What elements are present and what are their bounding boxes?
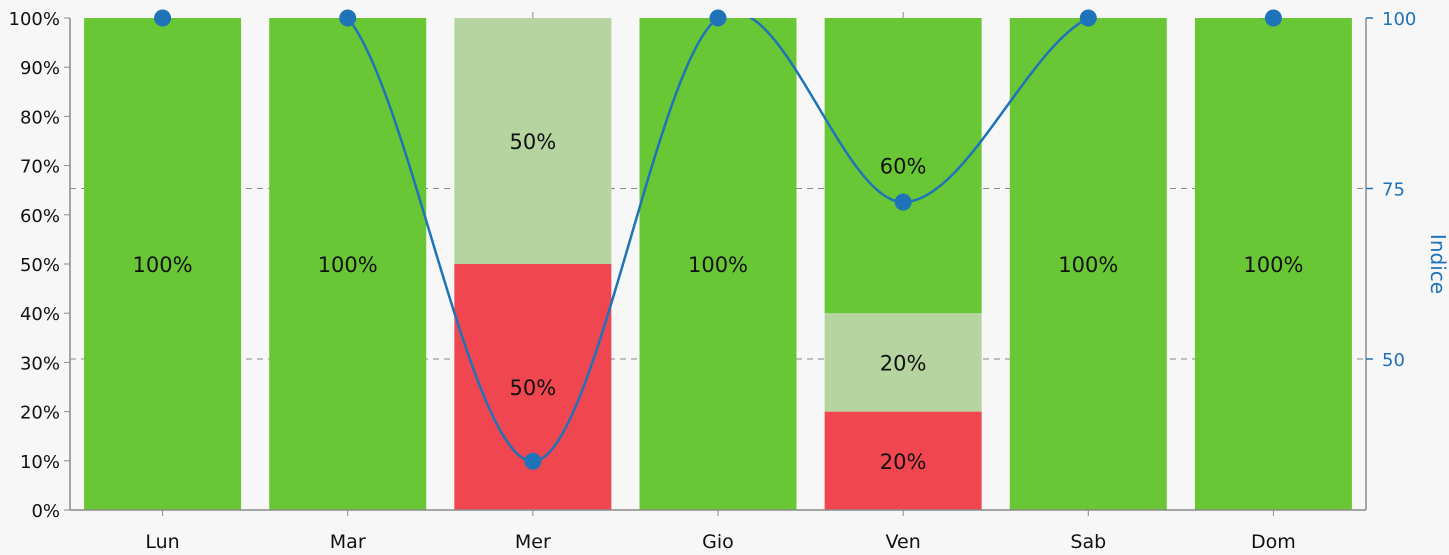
bar-segment: [1009, 18, 1167, 510]
y-tick-label-right: 100: [1382, 9, 1416, 30]
data-label: 20%: [880, 450, 927, 474]
data-label: 100%: [688, 253, 748, 277]
x-tick-label: Lun: [145, 531, 179, 551]
data-label: 50%: [510, 376, 557, 400]
bar-segment: [824, 411, 982, 510]
x-tick-label: Dom: [1251, 531, 1296, 551]
index-point: [709, 9, 727, 27]
index-point: [1079, 9, 1097, 27]
data-label: 100%: [133, 253, 193, 277]
y-axis-right-title: Indice: [1426, 234, 1449, 294]
bars: [84, 18, 1352, 510]
x-tick-label: Sab: [1070, 531, 1106, 551]
y-tick-label-left: 50%: [20, 255, 60, 276]
y-tick-label-left: 70%: [20, 157, 60, 178]
index-point: [894, 193, 912, 211]
y-tick-label-left: 30%: [20, 353, 60, 374]
bar-segment: [824, 18, 982, 314]
y-tick-label-right: 50: [1382, 350, 1405, 371]
y-tick-label-left: 80%: [20, 107, 60, 128]
data-label: 100%: [1058, 253, 1118, 277]
y-tick-label-left: 40%: [20, 304, 60, 325]
y-tick-label-left: 0%: [31, 501, 60, 522]
index-line: [162, 18, 1274, 463]
data-label: 100%: [318, 253, 378, 277]
bar-segment: [269, 18, 427, 510]
bar-segment: [1194, 18, 1352, 510]
y-tick-label-left: 90%: [20, 58, 60, 79]
y-tick-label-right: 75: [1382, 180, 1405, 201]
index-point: [339, 9, 357, 27]
x-tick-label: Ven: [886, 531, 921, 551]
data-label: 20%: [880, 351, 927, 375]
axes: [64, 12, 1373, 516]
index-point: [524, 452, 542, 470]
x-tick-label: Mer: [515, 531, 551, 551]
x-tick-label: Gio: [702, 531, 734, 551]
bar-segment: [639, 18, 797, 510]
y-tick-label-left: 20%: [20, 403, 60, 424]
y-tick-label-left: 100%: [9, 9, 60, 30]
data-label: 50%: [510, 130, 557, 154]
x-tick-label: Mar: [330, 531, 366, 551]
labels: 100% Lun 100% Mar 50% 50% Mer 100% Gio 20% 20% 60% V…: [9, 9, 1449, 553]
data-label: 100%: [1243, 253, 1303, 277]
bar-segment: [454, 18, 612, 264]
index-line-series: [154, 9, 1282, 470]
index-point: [154, 9, 172, 27]
bar-segment: [84, 18, 242, 510]
y-tick-label-left: 10%: [20, 452, 60, 473]
index-point: [1264, 9, 1282, 27]
bar-segment: [824, 313, 982, 412]
data-label: 60%: [880, 155, 927, 179]
y-tick-label-left: 60%: [20, 206, 60, 227]
